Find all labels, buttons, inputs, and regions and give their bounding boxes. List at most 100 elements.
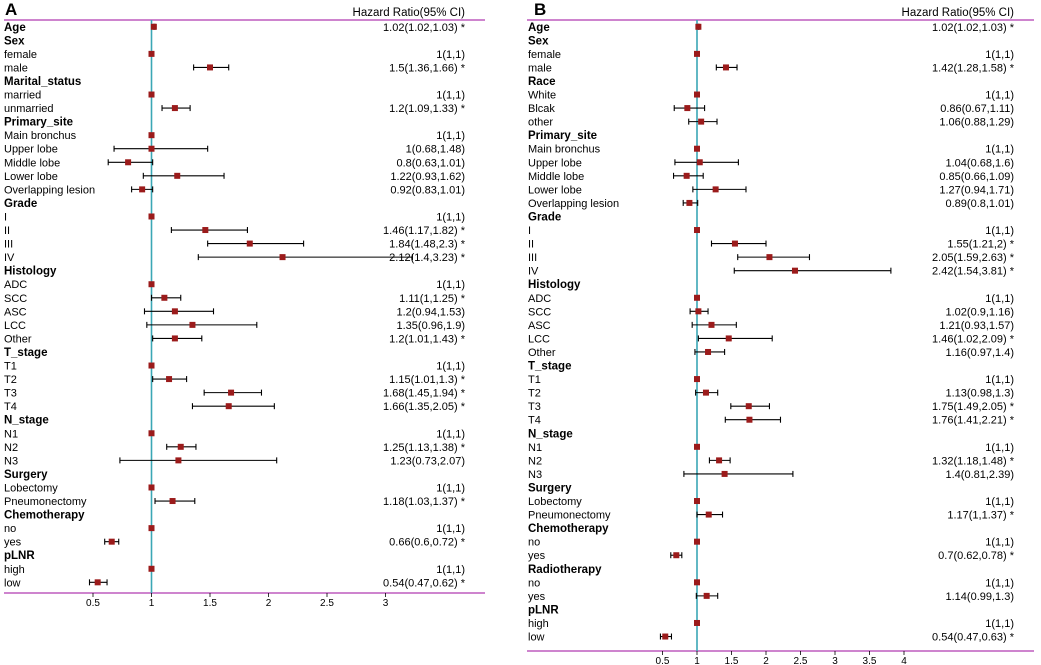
hazard-ratio-value: 1.27(0.94,1.71) (939, 184, 1014, 196)
hazard-ratio-value: 1(1,1) (985, 225, 1014, 237)
hr-point-marker (139, 186, 146, 193)
level-label: other (528, 117, 553, 129)
hr-point-marker (694, 498, 700, 505)
level-label: Upper lobe (528, 157, 582, 169)
level-label: T4 (528, 415, 541, 427)
panel-label: A (5, 0, 17, 19)
hr-point-marker (148, 91, 155, 98)
hr-point-marker (731, 240, 738, 247)
hazard-ratio-value: 1.46(1.02,2.09) * (932, 333, 1015, 345)
level-label: N1 (528, 442, 542, 454)
hr-point-marker (698, 118, 705, 125)
hr-point-marker (171, 308, 178, 315)
hr-point-marker (694, 538, 700, 545)
hr-point-marker (108, 538, 115, 545)
hr-point-marker (177, 443, 184, 450)
level-label: high (4, 564, 25, 576)
level-label: White (528, 90, 556, 102)
hr-point-marker (694, 294, 700, 301)
variable-heading: Chemotherapy (528, 523, 609, 535)
level-label: low (4, 577, 21, 589)
level-label: III (4, 239, 13, 251)
hazard-ratio-value: 1.14(0.99,1.3) (946, 591, 1015, 603)
level-label: male (4, 62, 28, 74)
hazard-ratio-value: 1(1,1) (985, 442, 1014, 454)
x-tick-label: 2.5 (320, 598, 334, 609)
hr-point-marker (705, 348, 712, 355)
level-label: Blcak (528, 103, 555, 115)
hr-point-marker (150, 23, 157, 30)
level-label: LCC (4, 320, 26, 332)
hr-point-marker (694, 376, 700, 383)
level-label: no (4, 523, 16, 535)
level-label: low (528, 632, 545, 644)
hazard-ratio-value: 1.21(0.93,1.57) (939, 320, 1014, 332)
hazard-ratio-value: 1.84(1.48,2.3) * (389, 239, 466, 251)
x-tick-label: 4 (901, 656, 907, 665)
hazard-ratio-value: 1.2(1.09,1.33) * (389, 103, 466, 115)
level-label: II (528, 239, 534, 251)
variable-heading: Histology (4, 266, 57, 278)
hr-point-marker (171, 105, 178, 112)
variable-heading: N_stage (4, 415, 49, 427)
level-label: yes (528, 591, 546, 603)
hr-point-marker (745, 403, 752, 410)
level-label: Lower lobe (4, 171, 58, 183)
hazard-ratio-value: 1(1,1) (436, 49, 465, 61)
level-label: IV (528, 266, 539, 278)
hr-point-marker (169, 498, 176, 505)
hazard-ratio-value: 0.86(0.67,1.11) (940, 103, 1014, 115)
x-tick-label: 1 (149, 598, 155, 609)
level-label: N2 (528, 455, 542, 467)
level-label: T4 (4, 401, 17, 413)
variable-heading: Age (528, 22, 550, 34)
hazard-ratio-value: 0.7(0.62,0.78) * (938, 550, 1015, 562)
hr-point-marker (683, 172, 690, 179)
level-label: I (528, 225, 531, 237)
hr-point-marker (703, 592, 710, 599)
hazard-ratio-value: 1.15(1.01,1.3) * (389, 374, 466, 386)
hr-point-marker (171, 335, 178, 342)
level-label: Pneumonectomy (528, 510, 611, 522)
level-label: Other (528, 347, 556, 359)
hr-point-marker (791, 267, 798, 274)
variable-heading: Chemotherapy (4, 510, 85, 522)
hr-point-marker (694, 619, 700, 626)
level-label: Middle lobe (528, 171, 584, 183)
level-label: Main bronchus (4, 130, 77, 142)
hr-point-marker (148, 132, 155, 139)
hazard-ratio-value: 1.42(1.28,1.58) * (932, 62, 1015, 74)
level-label: Lower lobe (528, 184, 582, 196)
x-tick-label: 3 (832, 656, 838, 665)
hazard-ratio-value: 1(1,1) (436, 211, 465, 223)
hazard-ratio-value: 1.76(1.41,2.21) * (932, 415, 1015, 427)
hazard-ratio-value: 1(1,1) (985, 496, 1014, 508)
variable-heading: Grade (528, 211, 561, 223)
hazard-ratio-value: 0.8(0.63,1.01) (397, 157, 466, 169)
hr-point-marker (166, 376, 173, 383)
x-tick-label: 2 (266, 598, 272, 609)
hazard-ratio-header: Hazard Ratio(95% CI) (353, 7, 466, 19)
level-label: married (4, 90, 41, 102)
hr-point-marker (705, 511, 712, 518)
variable-heading: T_stage (528, 361, 571, 373)
level-label: SCC (4, 293, 27, 305)
hazard-ratio-header: Hazard Ratio(95% CI) (902, 7, 1015, 19)
hr-point-marker (148, 484, 155, 491)
hr-point-marker (725, 335, 732, 342)
variable-heading: N_stage (528, 428, 573, 440)
level-label: Lobectomy (528, 496, 582, 508)
hr-point-marker (148, 213, 155, 220)
level-label: N3 (4, 455, 18, 467)
x-tick-label: 0.5 (86, 598, 100, 609)
hazard-ratio-value: 1.2(0.94,1.53) (397, 306, 466, 318)
x-tick-label: 1.5 (725, 656, 739, 665)
hazard-ratio-value: 1.66(1.35,2.05) * (383, 401, 466, 413)
panel-label: B (534, 0, 546, 19)
variable-heading: Radiotherapy (528, 564, 602, 576)
hr-point-marker (694, 443, 700, 450)
hazard-ratio-value: 1(1,1) (436, 482, 465, 494)
hr-point-marker (694, 91, 700, 98)
hazard-ratio-value: 0.54(0.47,0.63) * (932, 632, 1015, 644)
level-label: N2 (4, 442, 18, 454)
